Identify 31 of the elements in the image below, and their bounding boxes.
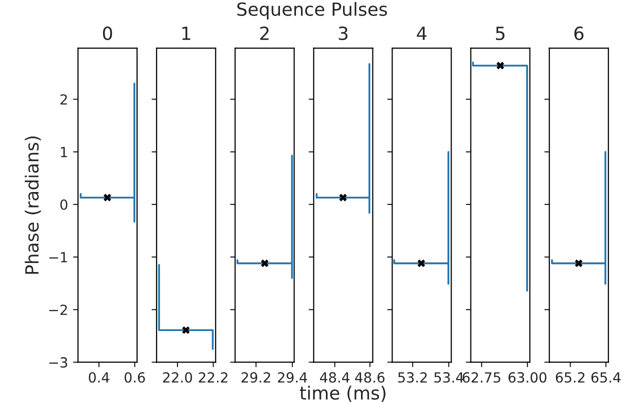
y-tick-label: 1 (60, 146, 67, 158)
text: Sequence Pulses (237, 2, 387, 20)
x-tick-label: 0.6 (124, 372, 145, 383)
y-axis-title: Phase (radians) (24, 136, 41, 274)
line-series (80, 82, 136, 223)
chart-title: 5 (496, 26, 504, 40)
chart-title: 3 (338, 26, 348, 40)
y-tick-label: −2 (49, 304, 67, 315)
x-tick-label: 22.2 (198, 372, 228, 382)
x-tick-label: 63.00 (508, 372, 546, 383)
chart-title: 1 (182, 26, 190, 40)
y-tick-label: 0 (60, 199, 68, 210)
x-tick-label: 62.75 (462, 372, 500, 383)
x-tick-label: 29.2 (242, 372, 270, 383)
x-axis-title: time (ms) (300, 386, 386, 402)
x-tick-label: 0.4 (88, 372, 110, 383)
x-tick-label: 65.4 (591, 372, 621, 383)
x-tick-label: 53.4 (434, 372, 464, 383)
x-tick-label: 22.0 (163, 372, 192, 383)
y-tick-label: 2 (60, 94, 67, 105)
x-tick-label: 48.6 (355, 372, 385, 383)
x-tick-label: 53.2 (398, 372, 427, 383)
chart-title: 4 (416, 26, 426, 40)
y-tick-label: −3 (49, 357, 68, 368)
y-tick-label: −1 (49, 252, 67, 262)
x-tick-label: 29.4 (278, 372, 308, 383)
chart-title: 6 (574, 26, 584, 40)
chart-title: 2 (260, 26, 269, 40)
x-tick-label: 65.2 (556, 372, 584, 383)
x-tick-label: 48.4 (320, 372, 350, 383)
chart-title: 0 (102, 26, 112, 40)
